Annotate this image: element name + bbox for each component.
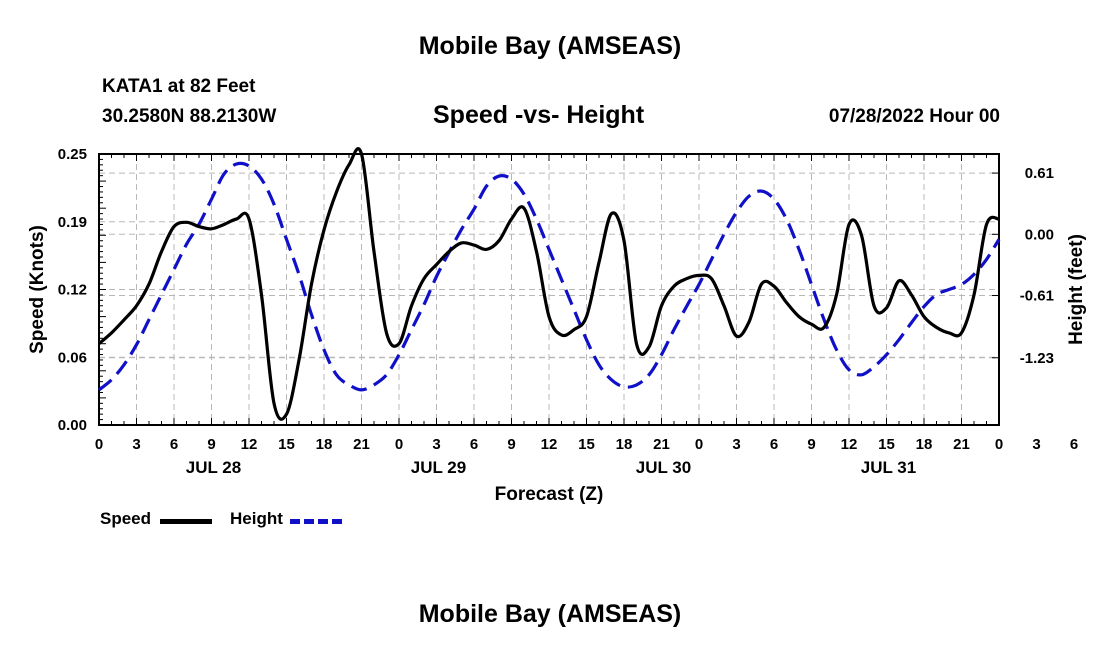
day-label: JUL 28 (186, 458, 241, 477)
x-tick-label: 9 (807, 436, 815, 453)
x-tick-label: 18 (616, 436, 633, 453)
x-tick-label: 21 (653, 436, 670, 453)
speed-series-line (97, 147, 1000, 421)
coordinates-label: 30.2580N 88.2130W (102, 106, 277, 127)
x-tick-label: 12 (541, 436, 558, 453)
x-tick-label: 6 (770, 436, 778, 453)
day-label: JUL 31 (861, 458, 916, 477)
y-right-tick-label: -0.61 (1020, 288, 1054, 305)
chart-title: Mobile Bay (AMSEAS) (418, 32, 682, 60)
station-label: KATA1 at 82 Feet (102, 76, 256, 97)
x-tick-label: 21 (953, 436, 970, 453)
x-tick-label: 9 (207, 436, 215, 453)
x-tick-label: 0 (395, 436, 403, 453)
y-left-tick-label: 0.06 (58, 349, 87, 366)
y-left-tick-label: 0.00 (58, 417, 87, 434)
x-tick-label: 3 (1032, 436, 1040, 453)
x-tick-label: 18 (916, 436, 933, 453)
legend-speed-swatch (160, 519, 212, 524)
x-tick-label: 12 (241, 436, 258, 453)
x-tick-label: 0 (95, 436, 103, 453)
next-chart-title: Mobile Bay (AMSEAS) (418, 600, 682, 628)
x-tick-label: 15 (578, 436, 595, 453)
legend-height-label: Height (230, 509, 283, 528)
y-left-tick-label: 0.12 (58, 282, 87, 299)
x-tick-label: 0 (695, 436, 703, 453)
x-tick-label: 15 (878, 436, 895, 453)
y-right-axis-label: Height (feet) (1066, 234, 1087, 345)
x-tick-label: 6 (470, 436, 478, 453)
x-tick-label: 21 (353, 436, 370, 453)
x-tick-label: 15 (278, 436, 295, 453)
y-right-tick-label: 0.61 (1025, 165, 1054, 182)
y-right-tick-label: 0.00 (1025, 226, 1054, 243)
x-tick-label: 18 (316, 436, 333, 453)
x-tick-label: 3 (132, 436, 140, 453)
chart-subtitle: Speed -vs- Height (433, 101, 645, 129)
x-tick-label: 9 (507, 436, 515, 453)
x-tick-label: 3 (732, 436, 740, 453)
day-label: JUL 29 (411, 458, 466, 477)
x-tick-label: 3 (432, 436, 440, 453)
height-series-line (97, 161, 1001, 392)
y-left-tick-label: 0.19 (58, 214, 87, 231)
x-tick-label: 6 (170, 436, 178, 453)
day-label: JUL 30 (636, 458, 691, 477)
y-left-axis-label: Speed (Knots) (27, 225, 48, 354)
y-left-tick-label: 0.25 (58, 146, 87, 163)
x-axis-label: Forecast (Z) (495, 484, 604, 505)
legend-height-swatch (290, 519, 342, 524)
x-tick-label: 0 (995, 436, 1003, 453)
forecast-datetime: 07/28/2022 Hour 00 (828, 106, 1000, 127)
legend-speed-label: Speed (100, 509, 152, 528)
y-right-tick-label: -1.23 (1020, 350, 1054, 367)
x-tick-label: 12 (841, 436, 858, 453)
x-tick-label: 6 (1070, 436, 1078, 453)
